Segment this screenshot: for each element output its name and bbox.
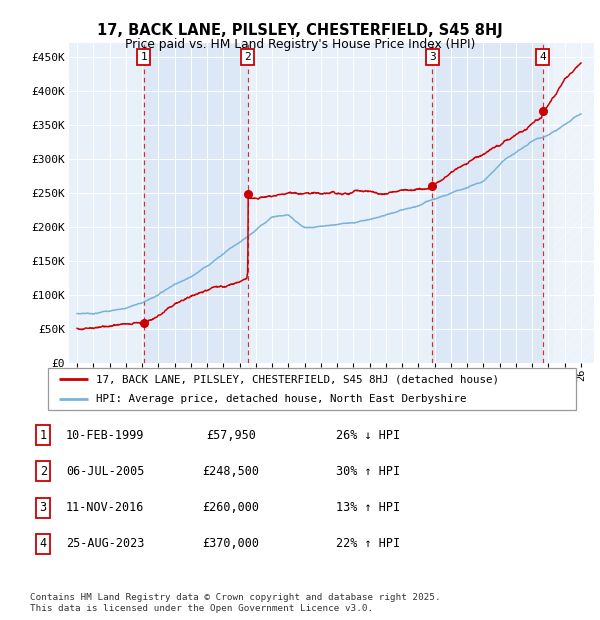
Text: 10-FEB-1999: 10-FEB-1999 [66, 429, 144, 441]
Text: 2: 2 [245, 52, 251, 62]
Text: £248,500: £248,500 [203, 465, 260, 477]
Bar [248, 43, 433, 363]
Bar [433, 43, 543, 363]
Bar [69, 43, 144, 363]
Text: 4: 4 [40, 538, 47, 550]
Text: 17, BACK LANE, PILSLEY, CHESTERFIELD, S45 8HJ: 17, BACK LANE, PILSLEY, CHESTERFIELD, S4… [97, 24, 503, 38]
Text: £370,000: £370,000 [203, 538, 260, 550]
Text: 17, BACK LANE, PILSLEY, CHESTERFIELD, S45 8HJ (detached house): 17, BACK LANE, PILSLEY, CHESTERFIELD, S4… [95, 374, 499, 384]
Text: 11-NOV-2016: 11-NOV-2016 [66, 502, 144, 514]
Text: HPI: Average price, detached house, North East Derbyshire: HPI: Average price, detached house, Nort… [95, 394, 466, 404]
Text: £57,950: £57,950 [206, 429, 256, 441]
Text: 25-AUG-2023: 25-AUG-2023 [66, 538, 144, 550]
Text: 13% ↑ HPI: 13% ↑ HPI [336, 502, 400, 514]
Text: Contains HM Land Registry data © Crown copyright and database right 2025.
This d: Contains HM Land Registry data © Crown c… [30, 593, 440, 613]
Text: 1: 1 [40, 429, 47, 441]
Text: 3: 3 [40, 502, 47, 514]
Text: 26% ↓ HPI: 26% ↓ HPI [336, 429, 400, 441]
Text: 2: 2 [40, 465, 47, 477]
Bar [553, 43, 594, 363]
Text: 30% ↑ HPI: 30% ↑ HPI [336, 465, 400, 477]
Text: 4: 4 [539, 52, 546, 62]
Text: 06-JUL-2005: 06-JUL-2005 [66, 465, 144, 477]
Text: 22% ↑ HPI: 22% ↑ HPI [336, 538, 400, 550]
Text: 1: 1 [140, 52, 148, 62]
Bar [144, 43, 248, 363]
Text: Price paid vs. HM Land Registry's House Price Index (HPI): Price paid vs. HM Land Registry's House … [125, 38, 475, 50]
Bar [543, 43, 594, 363]
Text: £260,000: £260,000 [203, 502, 260, 514]
Text: 3: 3 [429, 52, 436, 62]
